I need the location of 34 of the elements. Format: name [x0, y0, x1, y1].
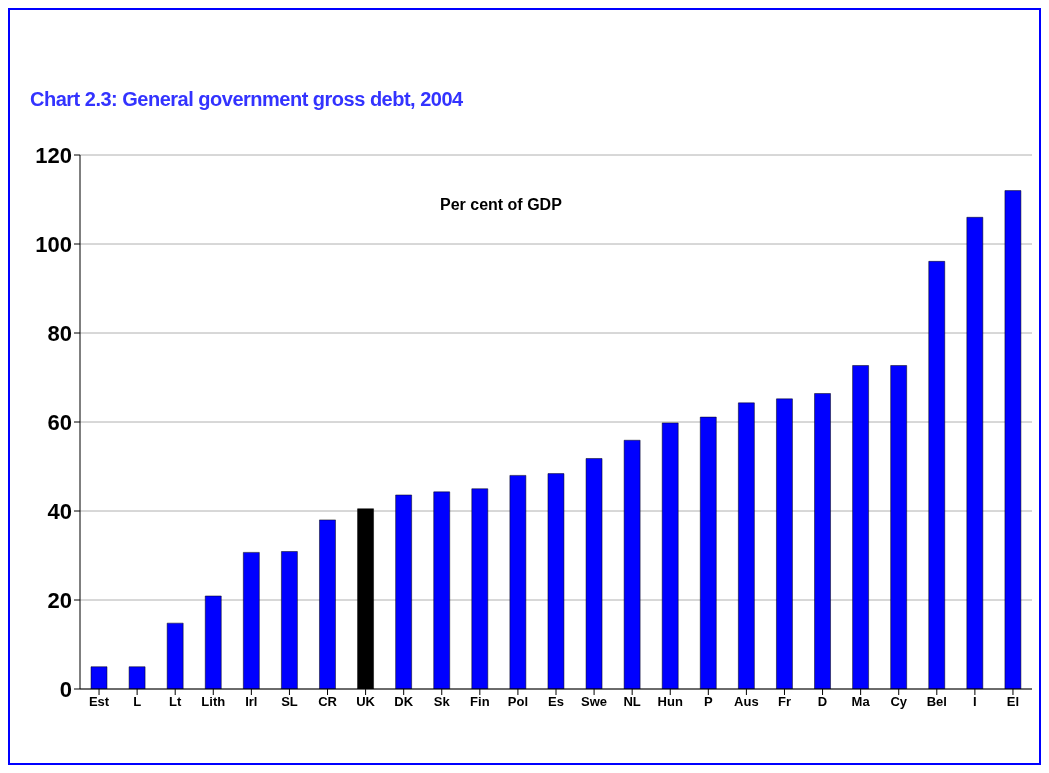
- x-tick-label: D: [817, 694, 828, 710]
- chart-title: Chart 2.3: General government gross debt, 2004: [30, 88, 463, 111]
- x-tick-label: Bel: [926, 694, 947, 710]
- y-tick-label: 100: [35, 231, 72, 257]
- x-tick-label: Lith: [201, 694, 226, 710]
- y-tick-label: 20: [47, 587, 72, 613]
- x-tick-label: DK: [394, 694, 414, 710]
- y-tick-label: 60: [47, 409, 72, 435]
- x-tick-label: SL: [281, 694, 298, 710]
- x-tick-label: Pol: [507, 694, 529, 710]
- x-tick-label: Fr: [777, 694, 791, 710]
- y-tick-label: 120: [35, 142, 72, 168]
- x-tick-label: Fin: [470, 694, 490, 710]
- annotation: Per cent of GDP: [440, 196, 562, 214]
- x-tick-label: P: [703, 694, 713, 710]
- x-tick-label: CR: [318, 694, 338, 710]
- x-tick-label: Cy: [890, 694, 908, 710]
- x-tick-label: Ma: [851, 694, 871, 710]
- x-tick-label: Es: [548, 694, 564, 710]
- x-tick-label: Swe: [581, 694, 608, 710]
- x-tick-label: Hun: [657, 694, 683, 710]
- x-tick-label: Sk: [433, 694, 451, 710]
- x-tick-label: L: [133, 694, 142, 710]
- y-tick-label: 80: [47, 320, 72, 346]
- x-tick-label: UK: [356, 694, 376, 710]
- x-tick-label: Lt: [169, 694, 182, 710]
- x-tick-label: Est: [88, 694, 110, 710]
- x-tick-label: I: [973, 694, 977, 710]
- x-tick-label: NL: [623, 694, 641, 710]
- x-tick-label: El: [1006, 694, 1020, 710]
- x-tick-label: Aus: [734, 694, 759, 710]
- x-tick-label: Irl: [245, 694, 258, 710]
- y-tick-label: 40: [47, 498, 72, 524]
- y-tick-label: 0: [59, 676, 72, 702]
